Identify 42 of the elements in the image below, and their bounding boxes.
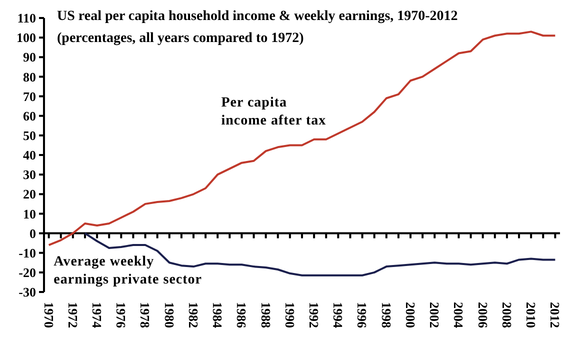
text: (percentages, all years compared to 1972) <box>57 31 304 46</box>
x-tick-label: 1978 <box>138 302 153 328</box>
y-tick-label: 90 <box>23 50 36 65</box>
x-tick-label: 1974 <box>89 302 104 328</box>
x-tick-label: 2008 <box>499 302 514 328</box>
x-tick-label: 1996 <box>354 302 370 328</box>
y-tick-label: -30 <box>18 284 36 300</box>
y-tick-label: 40 <box>23 148 36 163</box>
x-tick-label: 1976 <box>114 302 129 328</box>
x-tick-label: 1970 <box>41 302 56 328</box>
line-series <box>48 30 556 246</box>
y-tick-label: -20 <box>18 264 36 280</box>
x-tick-label: 1988 <box>258 302 274 328</box>
x-tick-label: 1972 <box>65 302 80 328</box>
x-tick-label: 2006 <box>475 302 490 328</box>
x-tick-label: 1980 <box>162 302 177 328</box>
x-tick-label: 1994 <box>330 302 346 328</box>
series-label: Per capita income after tax <box>221 96 326 129</box>
x-tick-label: 1982 <box>186 302 201 328</box>
x-tick-label: 1986 <box>234 302 250 328</box>
x-tick-label: 2002 <box>427 302 442 328</box>
x-tick-label: 2010 <box>524 302 539 328</box>
x-tick-label: 1998 <box>378 302 394 328</box>
x-tick-label: 2004 <box>451 302 466 328</box>
x-tick-label: 1984 <box>210 302 226 328</box>
y-tick-label: 70 <box>23 88 36 104</box>
series-label: Average weekly earnings private sector <box>54 254 202 288</box>
y-tick-label: 110 <box>17 10 36 26</box>
x-tick-label: 2000 <box>402 302 418 328</box>
chart-title: US real per capita household income & weekly earnings, 1970-2012 <box>57 9 458 24</box>
x-tick-label: 1992 <box>306 302 322 328</box>
y-tick-label: 50 <box>23 128 36 143</box>
y-tick-label: 100 <box>16 30 36 46</box>
x-tick-label: 2012 <box>548 302 563 328</box>
x-tick-label: 1990 <box>282 302 298 328</box>
y-tick-label: 10 <box>23 206 36 222</box>
y-tick-label: 30 <box>23 167 36 182</box>
y-tick-label: 20 <box>23 186 36 202</box>
y-tick-label: -10 <box>18 245 36 260</box>
y-tick-label: 80 <box>23 69 36 84</box>
y-tick-label: 60 <box>23 108 36 124</box>
y-tick-label: 0 <box>30 226 36 241</box>
